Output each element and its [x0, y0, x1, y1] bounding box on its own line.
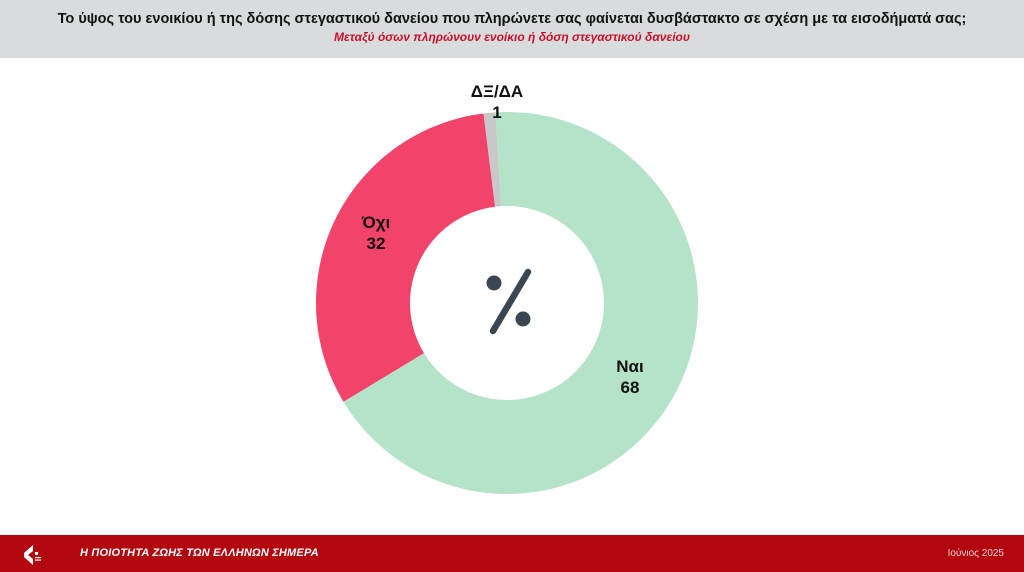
chart-subtitle: Μεταξύ όσων πληρώνουν ενοίκιο ή δόση στε… [334, 30, 690, 44]
survey-date: Ιούνιος 2025 [947, 548, 1004, 559]
donut-chart: Ναι 68 Όχι 32 ΔΞ/ΔΑ 1 [316, 82, 699, 494]
footer-bar: Η ΠΟΙΟΤΗΤΑ ΖΩΗΣ ΤΩΝ ΕΛΛΗΝΩΝ ΣΗΜΕΡΑ Ιούνι… [0, 535, 1024, 572]
donut-slices [316, 112, 699, 494]
slice-1 [343, 112, 699, 494]
slice-2 [316, 113, 496, 402]
percent-symbol-icon [486, 268, 532, 335]
chart-title: Το ύψος του ενοικίου ή της δόσης στεγαστ… [57, 11, 967, 27]
slice-label-1: Ναι [616, 357, 644, 376]
slice-value-3: 1 [492, 103, 501, 122]
slice-value-2: 32 [367, 234, 386, 253]
slice-label-2: Όχι [361, 213, 391, 232]
donut-labels: Ναι 68 Όχι 32 ΔΞ/ΔΑ 1 [361, 82, 644, 397]
chart-header: Το ύψος του ενοικίου ή της δόσης στεγαστ… [0, 0, 1024, 58]
slice-value-1: 68 [621, 378, 640, 397]
survey-title: Η ΠΟΙΟΤΗΤΑ ΖΩΗΣ ΤΩΝ ΕΛΛΗΝΩΝ ΣΗΜΕΡΑ [80, 547, 319, 559]
brand-logo-icon [24, 545, 41, 565]
slice-3 [483, 112, 502, 207]
slice-label-3: ΔΞ/ΔΑ [471, 82, 523, 101]
